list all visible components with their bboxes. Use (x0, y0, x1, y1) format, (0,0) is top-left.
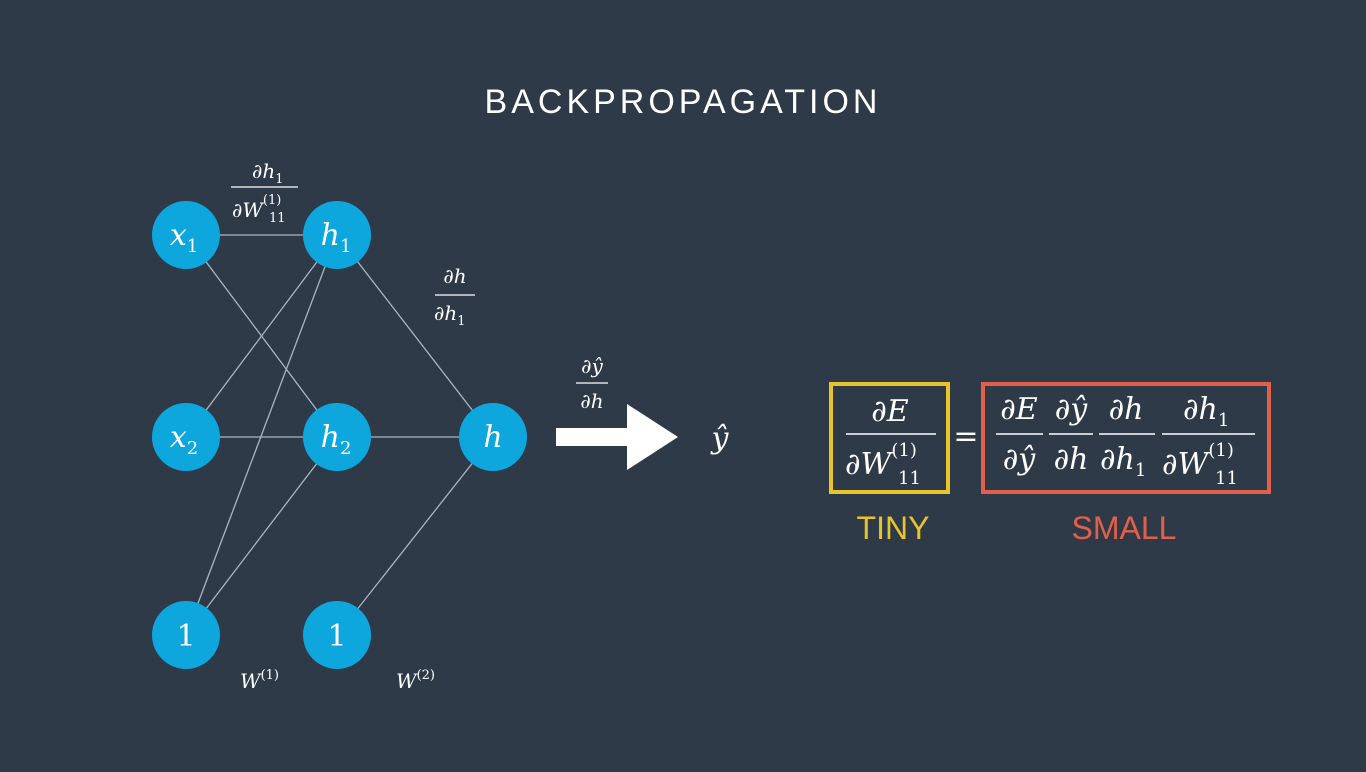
svg-text:∂h: ∂h (1054, 442, 1089, 477)
svg-text:∂h: ∂h (443, 264, 466, 288)
svg-text:x1: x1 (170, 218, 198, 257)
annotation-dyhat-dh: ∂ŷ ∂h (576, 354, 608, 413)
output-label: ŷ (710, 421, 730, 456)
svg-text:x2: x2 (170, 420, 198, 459)
annotation-dh1-dw11: ∂h1 ∂W(1) 11 (231, 159, 298, 226)
svg-text:∂h: ∂h (1109, 392, 1144, 427)
network-edges (185, 234, 494, 636)
svg-text:∂E: ∂E (871, 394, 909, 429)
node-h2: h2 (303, 403, 371, 471)
svg-text:11: 11 (898, 468, 921, 489)
svg-text:∂E: ∂E (1000, 392, 1038, 427)
svg-text:∂W(1): ∂W(1) (845, 440, 917, 482)
node-bias1: 1 (152, 601, 220, 669)
equation-rhs-term-2: ∂ŷ ∂h (1049, 392, 1093, 477)
svg-text:h2: h2 (321, 420, 352, 459)
equation-rhs-term-4: ∂h1 ∂W(1) 11 (1162, 392, 1255, 489)
svg-text:1: 1 (176, 619, 195, 654)
svg-text:h: h (483, 420, 502, 455)
small-box (981, 382, 1271, 494)
svg-text:∂h1: ∂h1 (252, 159, 284, 187)
node-bias2: 1 (303, 601, 371, 669)
edge-bias1-h1 (185, 234, 338, 636)
page-title: BACKPROPAGATION (485, 83, 882, 121)
svg-text:∂h1: ∂h1 (1183, 392, 1229, 431)
svg-text:11: 11 (269, 211, 286, 226)
svg-text:∂ŷ: ∂ŷ (1003, 442, 1037, 477)
node-x1: x1 (152, 201, 220, 269)
node-x2: x2 (152, 403, 220, 471)
annotation-dh-dh1: ∂h ∂h1 (434, 264, 475, 329)
tiny-box (829, 382, 950, 494)
svg-text:11: 11 (1215, 468, 1238, 489)
svg-text:h1: h1 (321, 218, 352, 257)
equals-sign: = (953, 419, 978, 454)
edge-bias1-h2 (185, 436, 338, 636)
equation-rhs-term-1: ∂E ∂ŷ (996, 392, 1043, 477)
caption-tiny: TINY (857, 510, 930, 546)
svg-text:∂ŷ: ∂ŷ (1055, 392, 1089, 427)
equation-rhs-term-3: ∂h ∂h1 (1099, 392, 1155, 481)
svg-text:∂h: ∂h (580, 389, 603, 413)
caption-small: SMALL (1072, 510, 1177, 546)
equation-lhs: ∂E ∂W(1) 11 (845, 394, 936, 489)
svg-text:∂W(1): ∂W(1) (1162, 440, 1234, 482)
edge-x2-h1 (185, 234, 338, 438)
svg-text:∂ŷ: ∂ŷ (581, 354, 603, 378)
forward-arrow-icon (556, 404, 678, 470)
node-h1: h1 (303, 201, 371, 269)
svg-text:1: 1 (327, 619, 346, 654)
svg-text:∂h1: ∂h1 (1100, 442, 1146, 481)
weight-label-w1: W(1) (240, 668, 279, 693)
svg-text:∂h1: ∂h1 (434, 301, 466, 329)
svg-text:∂W(1): ∂W(1) (232, 193, 281, 222)
edge-bias2-h (336, 436, 494, 636)
weight-label-w2: W(2) (396, 668, 435, 693)
edge-h1-h (336, 234, 494, 438)
node-h: h (459, 403, 527, 471)
